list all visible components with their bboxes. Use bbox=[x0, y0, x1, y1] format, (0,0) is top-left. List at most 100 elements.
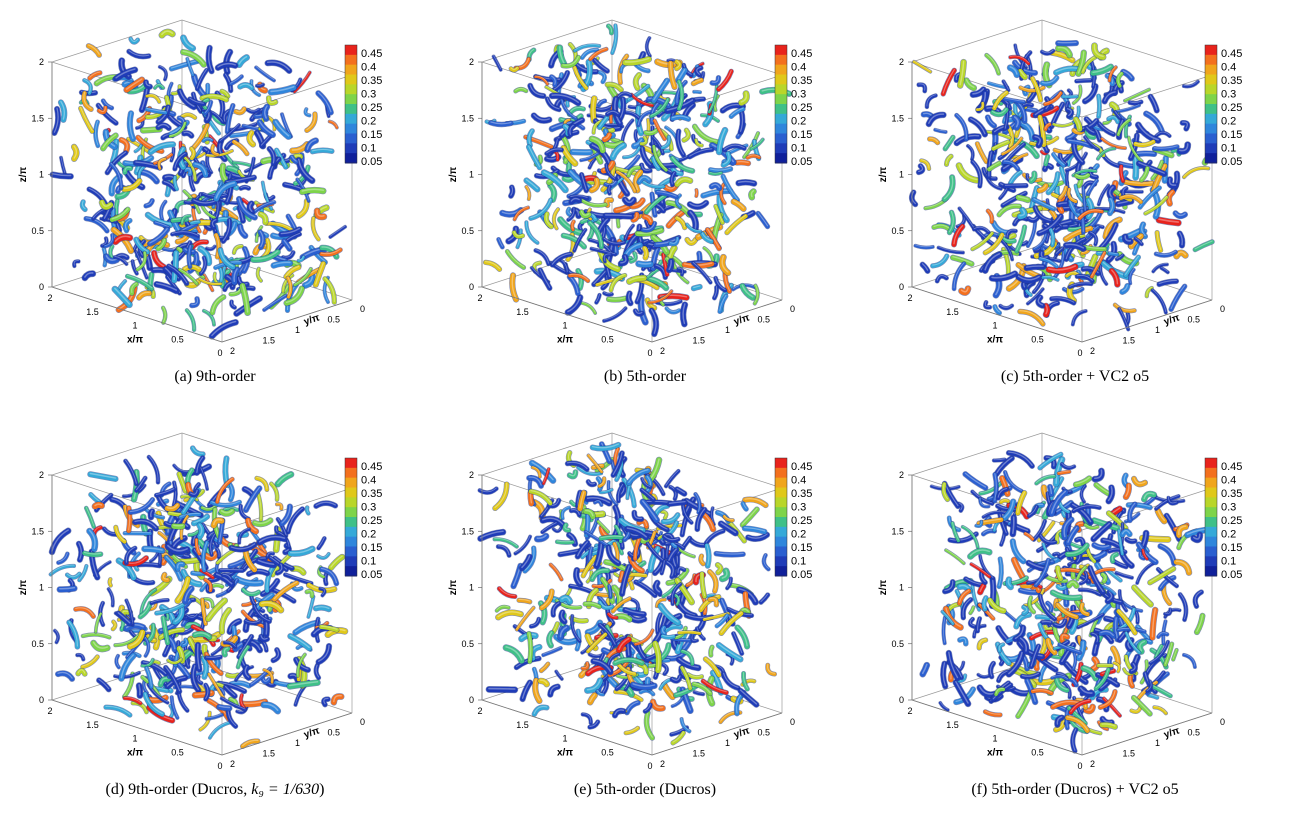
y-tick-label: 1 bbox=[1155, 738, 1160, 748]
colorbar-swatch bbox=[345, 497, 357, 508]
colorbar-swatch bbox=[775, 487, 787, 498]
z-tick-label: 1.5 bbox=[461, 526, 474, 536]
x-tick-label: 1 bbox=[132, 734, 137, 744]
colorbar-swatch bbox=[345, 556, 357, 567]
axes: 0 0.5 1 1.5 2 z/π 2 1.5 1 0.5 0 x/π 0 0.5 1 1.5 2 y/π bbox=[18, 470, 365, 771]
y-axis-label: y/π bbox=[303, 725, 322, 741]
colorbar-swatch bbox=[345, 546, 357, 557]
y-axis-label: y/π bbox=[1163, 725, 1182, 741]
colorbar: 0.45 0.40.35 0.30.25 0.20.15 0.10.05 bbox=[344, 457, 382, 581]
z-tick-label: 0.5 bbox=[31, 639, 44, 649]
colorbar-tick-label: 0.35 bbox=[361, 75, 382, 87]
z-tick-label: 0 bbox=[39, 695, 44, 705]
colorbar-tick-label: 0.05 bbox=[791, 569, 812, 581]
axes: 0 0.5 1 1.5 2 z/π 2 1.5 1 0.5 0 x/π 0 0.5 1 1.5 2 y/π bbox=[448, 57, 795, 358]
colorbar-swatch bbox=[775, 477, 787, 488]
colorbar-swatch bbox=[1205, 536, 1217, 547]
caption-math: k₉ = 1/630 bbox=[251, 781, 320, 798]
y-tick-label: 2 bbox=[230, 759, 235, 769]
colorbar-swatch bbox=[1205, 45, 1217, 56]
colorbar-tick-label: 0.05 bbox=[361, 156, 382, 168]
y-tick-label: 2 bbox=[230, 346, 235, 356]
colorbar-swatch bbox=[345, 45, 357, 56]
y-tick-label: 0 bbox=[1220, 717, 1225, 727]
colorbar-swatch bbox=[1205, 546, 1217, 557]
z-tick-label: 0 bbox=[899, 695, 904, 705]
y-tick-label: 0.5 bbox=[328, 728, 341, 738]
z-tick-label: 0 bbox=[899, 282, 904, 292]
x-tick-label: 0.5 bbox=[171, 747, 184, 757]
colorbar-swatch bbox=[345, 487, 357, 498]
z-tick-label: 1.5 bbox=[31, 113, 44, 123]
colorbar: 0.45 0.40.35 0.30.25 0.20.15 0.10.05 bbox=[774, 457, 812, 581]
y-tick-label: 0 bbox=[790, 304, 795, 314]
colorbar-tick-label: 0.45 bbox=[361, 48, 382, 60]
colorbar-swatch bbox=[775, 467, 787, 479]
x-tick-label: 2 bbox=[907, 706, 912, 716]
axes: 0 0.5 1 1.5 2 z/π 2 1.5 1 0.5 0 x/π 0 0.5 1 1.5 2 y/π bbox=[878, 470, 1225, 771]
colorbar-swatch bbox=[345, 458, 357, 469]
x-tick-label: 1 bbox=[992, 734, 997, 744]
colorbar-swatch bbox=[775, 64, 787, 75]
colorbar-swatch bbox=[1205, 556, 1217, 567]
caption-prefix: (d) 9th-order (Ducros, bbox=[105, 781, 252, 798]
caption: (a) 9th-order bbox=[174, 368, 256, 385]
vortex-tubes bbox=[48, 445, 349, 749]
axes: 0 0.5 1 1.5 2 z/π 2 1.5 1 0.5 0 x/π 0 0.5 1 1.5 2 y/π bbox=[18, 57, 365, 358]
x-tick-label: 1 bbox=[992, 321, 997, 331]
colorbar-tick-label: 0.3 bbox=[1221, 502, 1236, 514]
y-axis-label: y/π bbox=[733, 312, 752, 328]
colorbar-tick-label: 0.15 bbox=[791, 542, 812, 554]
colorbar-tick-label: 0.45 bbox=[791, 461, 812, 473]
colorbar-swatch bbox=[345, 74, 357, 85]
z-tick-label: 0 bbox=[39, 282, 44, 292]
colorbar-swatch bbox=[775, 94, 787, 105]
panel-d: 0 0.5 1 1.5 2 z/π 2 1.5 1 0.5 0 x/π 0 0.5 1 1.5 2 y/π 0.45… bbox=[0, 413, 430, 826]
colorbar-tick-label: 0.1 bbox=[791, 143, 806, 155]
colorbar-swatch bbox=[775, 497, 787, 508]
colorbar-tick-label: 0.15 bbox=[361, 542, 382, 554]
colorbar-swatch bbox=[1205, 113, 1217, 125]
axes: 0 0.5 1 1.5 2 z/π 2 1.5 1 0.5 0 x/π 0 0.5 1 1.5 2 y/π bbox=[878, 57, 1225, 358]
colorbar-swatch bbox=[1205, 458, 1217, 469]
colorbar-swatch bbox=[345, 477, 357, 488]
colorbar-tick-label: 0.45 bbox=[791, 48, 812, 60]
colorbar-tick-label: 0.25 bbox=[361, 515, 382, 527]
x-tick-label: 0.5 bbox=[171, 334, 184, 344]
z-axis-label: z/π bbox=[448, 166, 459, 182]
vortex-tubes bbox=[477, 441, 777, 746]
x-tick-label: 0.5 bbox=[1031, 747, 1044, 757]
colorbar-swatch bbox=[775, 84, 787, 95]
z-tick-label: 2 bbox=[39, 470, 44, 480]
y-tick-label: 1.5 bbox=[1123, 749, 1136, 759]
y-tick-label: 1 bbox=[295, 325, 300, 335]
y-tick-label: 2 bbox=[660, 346, 665, 356]
colorbar-swatch bbox=[775, 153, 787, 164]
x-axis-label: x/π bbox=[127, 748, 143, 759]
colorbar-tick-label: 0.3 bbox=[791, 502, 806, 514]
isosurface-plot: 0 0.5 1 1.5 2 z/π 2 1.5 1 0.5 0 x/π 0 0.5 1 1.5 2 y/π 0.45… bbox=[878, 19, 1242, 358]
y-tick-label: 0.5 bbox=[328, 315, 341, 325]
x-tick-label: 1.5 bbox=[516, 307, 529, 317]
x-tick-label: 0 bbox=[647, 348, 652, 358]
colorbar-swatch bbox=[1205, 74, 1217, 85]
colorbar-swatch bbox=[775, 45, 787, 56]
x-tick-label: 1.5 bbox=[946, 307, 959, 317]
colorbar-swatch bbox=[1205, 497, 1217, 508]
caption: (c) 5th-order + VC2 o5 bbox=[1000, 368, 1150, 385]
isosurface-plot: 0 0.5 1 1.5 2 z/π 2 1.5 1 0.5 0 x/π 0 0.5 1 1.5 2 y/π 0.45… bbox=[18, 19, 382, 358]
colorbar: 0.45 0.40.35 0.30.25 0.20.15 0.10.05 bbox=[1204, 44, 1242, 168]
colorbar-swatch bbox=[1205, 467, 1217, 479]
x-tick-label: 0.5 bbox=[601, 747, 614, 757]
colorbar-tick-label: 0.2 bbox=[361, 116, 376, 128]
colorbar-swatch bbox=[775, 556, 787, 567]
isosurface-plot: 0 0.5 1 1.5 2 z/π 2 1.5 1 0.5 0 x/π 0 0.5 1 1.5 2 y/π 0.45… bbox=[448, 432, 812, 771]
x-tick-label: 1 bbox=[562, 734, 567, 744]
x-axis-label: x/π bbox=[987, 335, 1003, 346]
z-tick-label: 0.5 bbox=[31, 226, 44, 236]
colorbar-swatch bbox=[1205, 94, 1217, 105]
colorbar-tick-label: 0.35 bbox=[361, 488, 382, 500]
colorbar-tick-label: 0.2 bbox=[1221, 529, 1236, 541]
x-tick-label: 2 bbox=[477, 293, 482, 303]
colorbar-swatch bbox=[775, 104, 787, 115]
